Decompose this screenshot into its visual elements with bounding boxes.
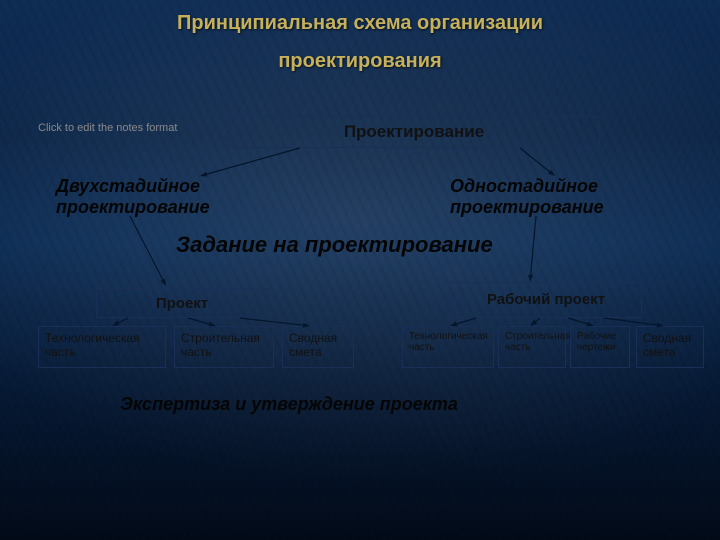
label-assignment: Задание на проектирование	[176, 232, 493, 257]
label-two-stage: Двухстадийное проектирование	[56, 176, 210, 217]
box-work-project-label: Рабочий проект	[487, 292, 605, 308]
box-r-tech: Технологическая часть	[402, 326, 494, 368]
box-work-project: Рабочий проект	[450, 282, 642, 318]
label-two-stage-l2: проектирование	[56, 197, 210, 218]
box-design-label: Проектирование	[344, 122, 484, 142]
box-project: Проект	[96, 288, 268, 318]
box-r-build-label: Строительная часть	[505, 331, 571, 353]
box-design: Проектирование	[228, 116, 600, 148]
box-r-draw-label: Рабочие чертежи	[577, 331, 623, 353]
box-l-estim-label: Сводная смета	[289, 331, 347, 359]
box-l-build-label: Строительная часть	[181, 331, 267, 359]
label-one-stage-l1: Одностадийное	[450, 176, 604, 197]
label-one-stage: Одностадийное проектирование	[450, 176, 604, 217]
box-project-label: Проект	[156, 295, 208, 312]
box-l-build: Строительная часть	[174, 326, 274, 368]
label-two-stage-l1: Двухстадийное	[56, 176, 210, 197]
slide-title-line2: проектирования	[0, 50, 720, 73]
box-r-build: Строительная часть	[498, 326, 566, 368]
box-r-estim-label: Сводная смета	[643, 331, 697, 359]
box-r-tech-label: Технологическая часть	[409, 331, 488, 353]
label-expertise: Экспертиза и утверждение проекта	[120, 394, 458, 415]
box-l-tech-label: Технологическая часть	[45, 331, 159, 359]
label-one-stage-l2: проектирование	[450, 197, 604, 218]
box-l-estim: Сводная смета	[282, 326, 354, 368]
box-r-estim: Сводная смета	[636, 326, 704, 368]
box-l-tech: Технологическая часть	[38, 326, 166, 368]
notes-placeholder[interactable]: Click to edit the notes format	[38, 122, 177, 135]
slide-background	[0, 0, 720, 540]
slide-title-line1: Принципиальная схема организации	[0, 12, 720, 35]
box-r-draw: Рабочие чертежи	[570, 326, 630, 368]
